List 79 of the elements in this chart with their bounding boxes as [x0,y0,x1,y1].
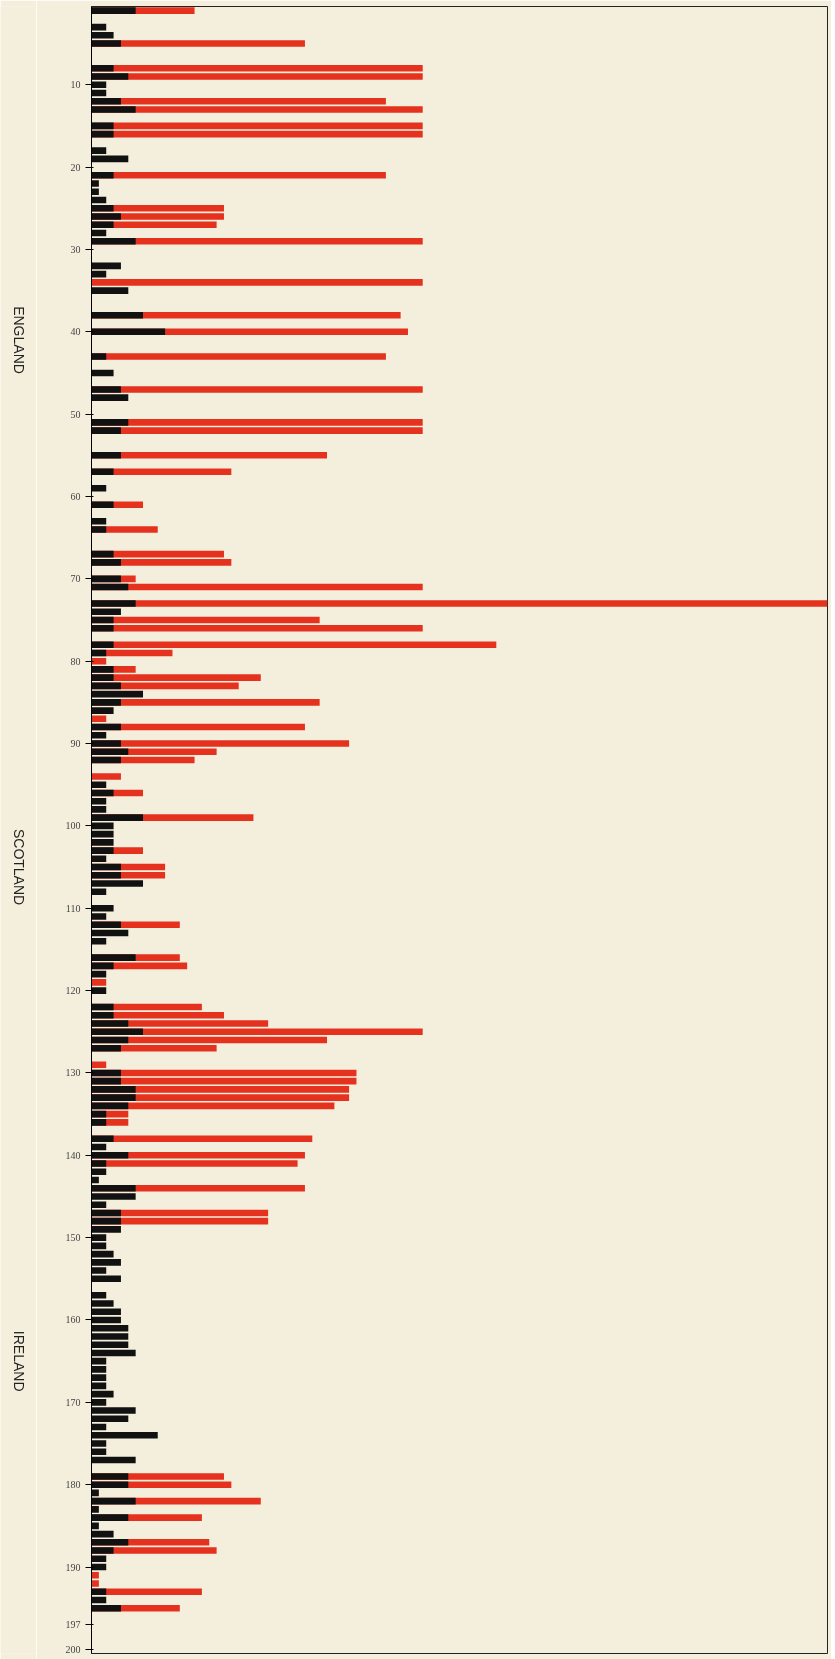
bar [91,452,121,459]
y-tick-label: 130 [65,1067,81,1079]
bar [91,773,121,780]
bar [91,484,107,492]
bar [91,369,114,377]
bar [91,1077,121,1085]
bar [91,1135,114,1143]
bar [91,1604,121,1612]
text: ENGLAND [10,306,27,374]
bar [91,147,107,154]
bar [91,1209,121,1217]
bar [91,501,114,509]
bar [91,328,166,336]
y-tick-label: 90 [70,738,81,750]
bar [91,1003,114,1011]
bar [91,7,136,14]
bar [91,781,107,788]
bar [91,550,114,558]
bar [91,1044,121,1052]
bar [91,682,121,690]
y-tick-label: 40 [70,326,81,338]
bar [91,863,121,871]
y-tick-label: 30 [70,243,81,255]
y-tick-label: 120 [65,985,81,997]
bar [91,789,114,797]
bar [91,1588,107,1596]
bar [91,312,144,319]
bar [91,1456,136,1464]
y-tick-label: 70 [70,573,81,585]
bar [91,1349,136,1357]
y-tick-label: 200 [65,1643,81,1655]
bar [91,1217,121,1225]
bar [91,353,107,360]
y-tick-label: 180 [65,1479,81,1491]
bar [91,690,144,698]
y-tick-label: 197 [65,1619,81,1631]
y-tick-label: 100 [65,820,81,832]
bar [91,287,129,294]
bar [91,616,114,624]
bar [91,1061,107,1068]
bar [91,1119,107,1126]
bar [91,822,114,830]
bar [91,1275,121,1283]
bar [91,624,114,632]
bar [91,526,107,533]
bar [91,130,114,138]
bar [91,122,114,130]
bar [91,97,121,105]
bar [91,756,121,764]
bar [91,723,121,731]
bar [91,979,107,986]
bar [91,262,121,270]
y-tick-label: 110 [65,902,81,914]
bar [91,1250,114,1258]
text: IRELAND [10,1330,27,1392]
text: SCOTLAND [10,828,27,906]
bar [91,279,423,286]
bar [91,1530,114,1538]
y-tick-label: 60 [70,490,81,502]
y-tick-label: 140 [65,1149,81,1161]
bar [91,1390,114,1398]
y-tick-label: 150 [65,1232,81,1244]
bar [91,237,136,245]
y-tick-label: 160 [65,1314,81,1326]
y-tick-label: 190 [65,1561,81,1573]
bar [91,468,114,476]
y-tick-label: 80 [70,655,81,667]
bar [91,962,114,970]
bar [91,106,136,113]
bar [91,559,121,566]
y-tick-label: 20 [70,161,81,173]
bar [91,1497,136,1505]
y-tick-label: 170 [65,1396,81,1408]
y-tick-label: 50 [70,408,81,420]
y-tick-label: 10 [70,79,81,91]
bar [91,954,136,961]
bar [91,987,107,994]
bar [91,641,114,649]
bar [91,830,114,838]
